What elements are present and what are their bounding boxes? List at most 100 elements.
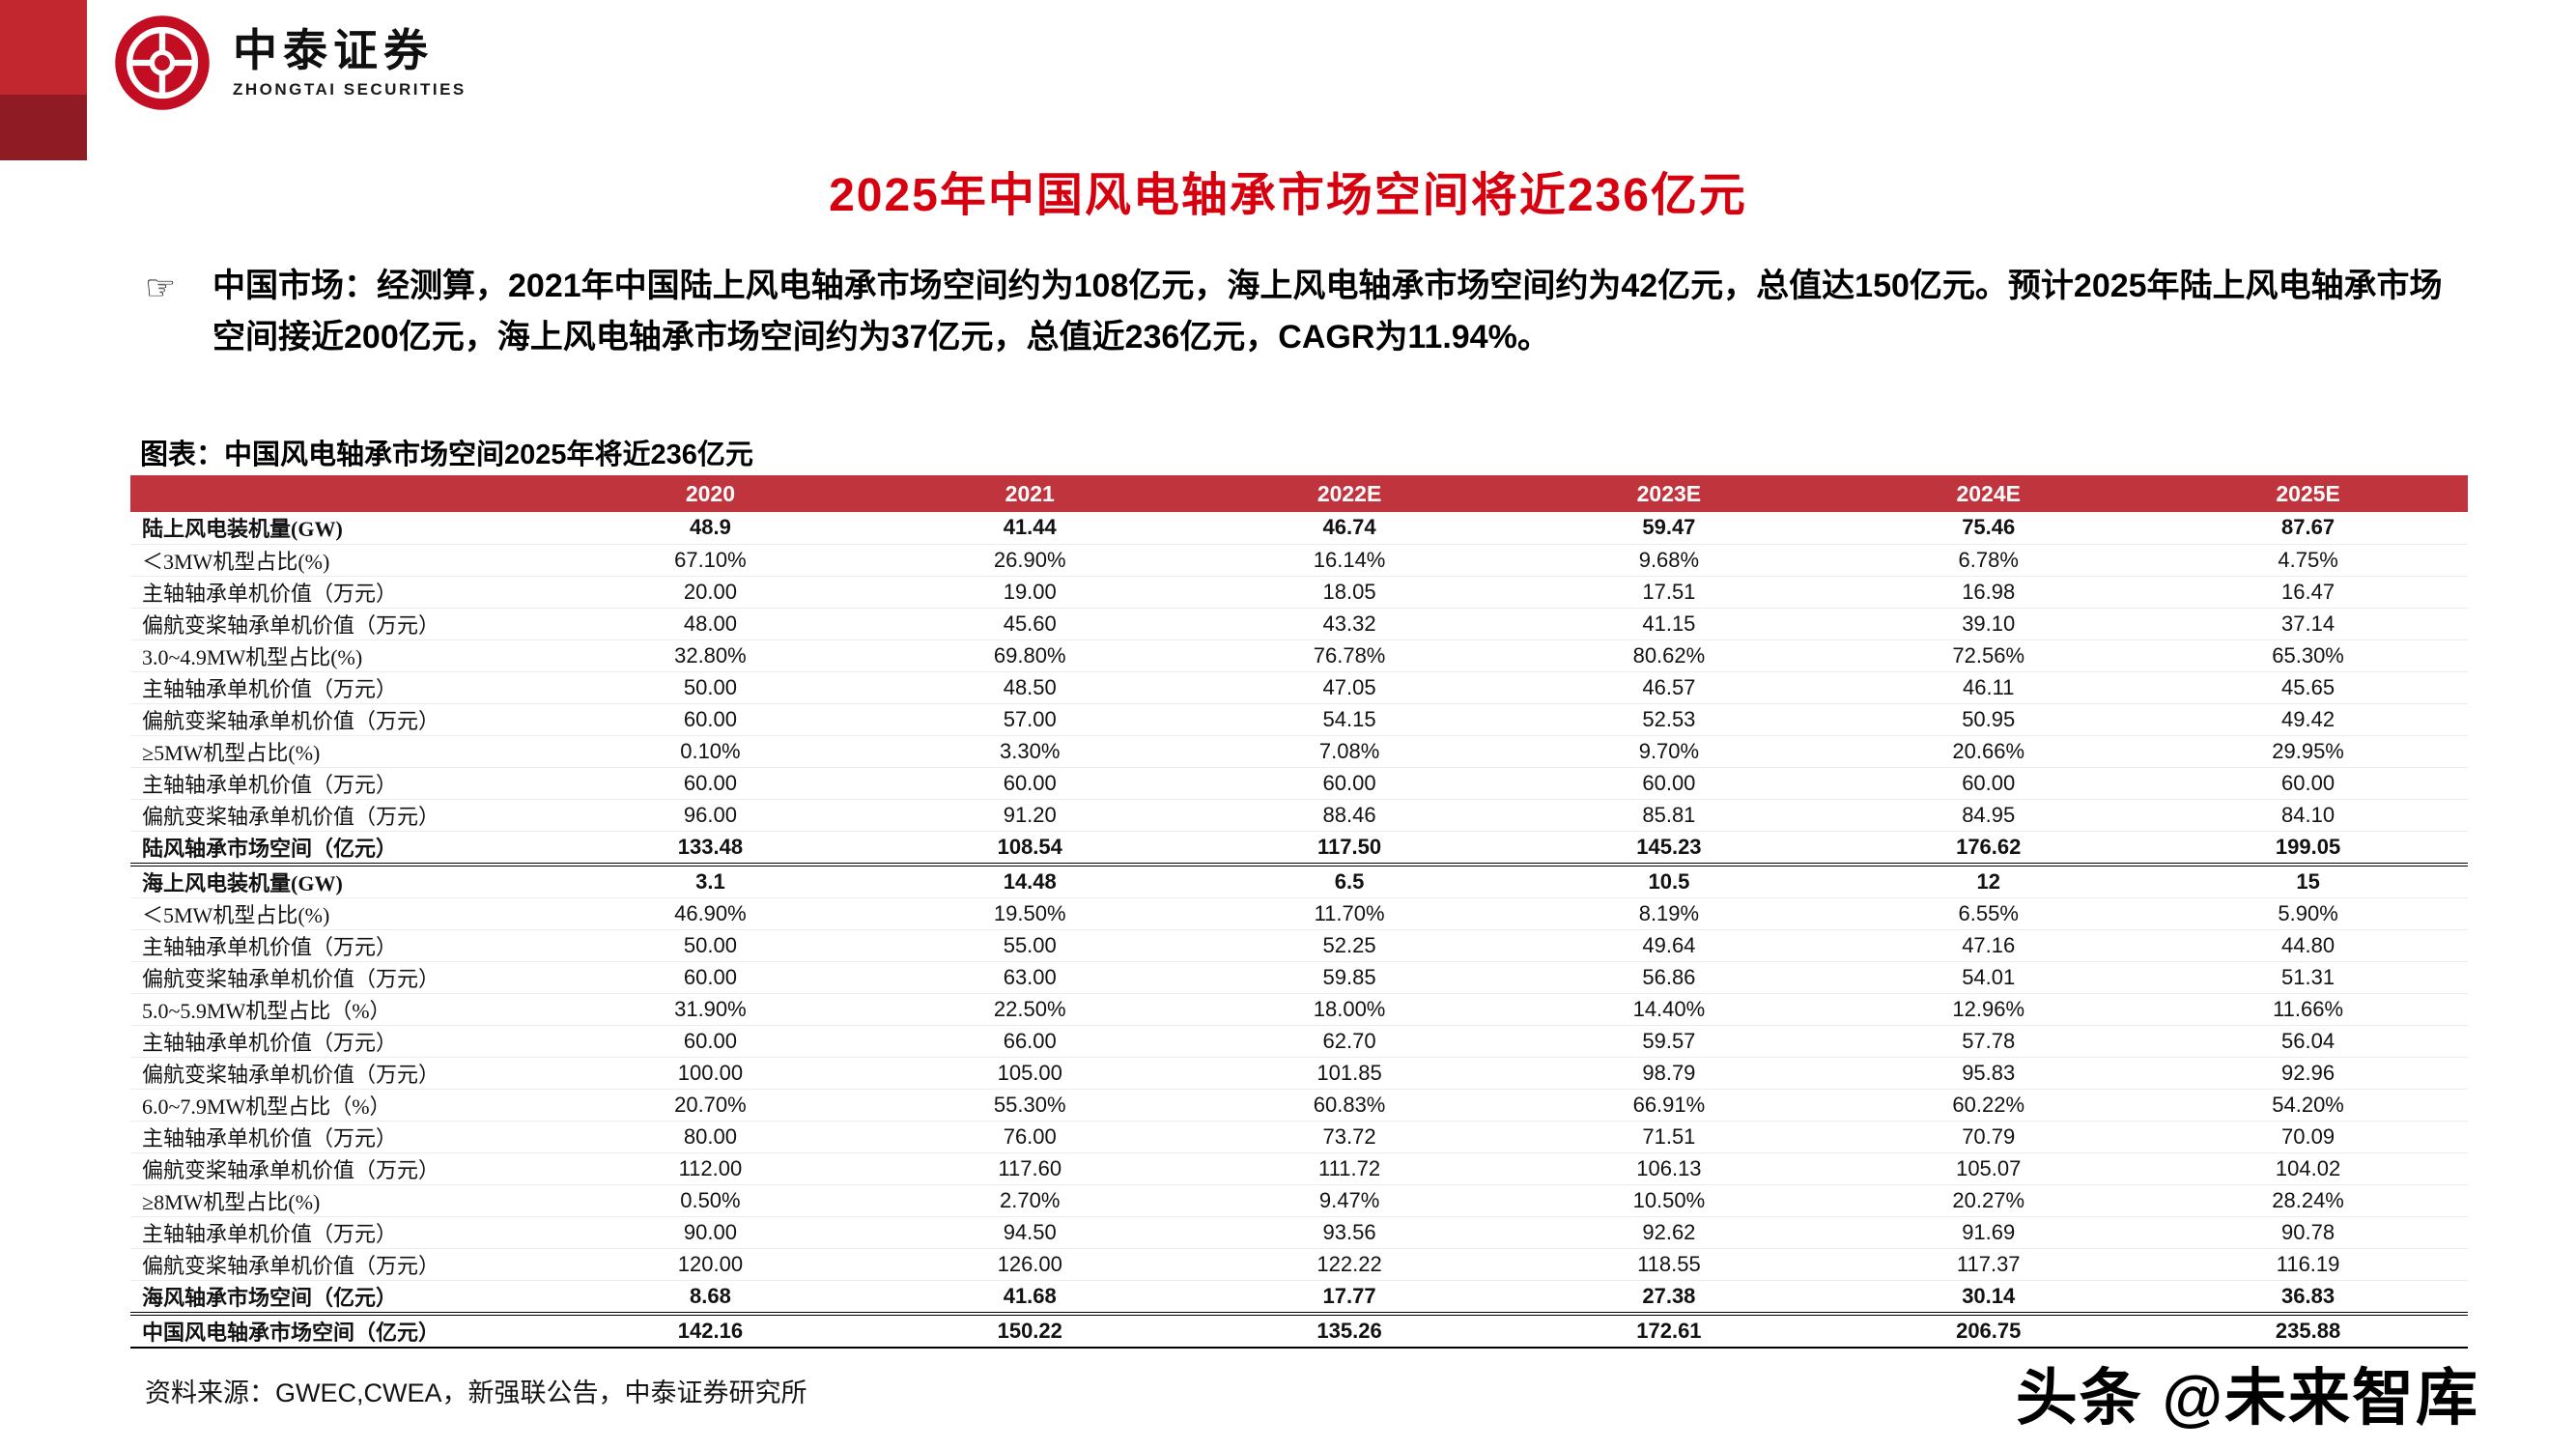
cell-value: 11.66% bbox=[2148, 993, 2468, 1026]
cell-value: 19.50% bbox=[869, 897, 1190, 930]
table-row: 偏航变桨轴承单机价值（万元） 112.00 117.60 111.72 106.13 10… bbox=[130, 1152, 2468, 1185]
cell-value: 57.00 bbox=[869, 703, 1190, 736]
year-column-header: 2025E bbox=[2148, 475, 2468, 512]
row-label: 海风轴承市场空间（亿元） bbox=[130, 1280, 551, 1316]
cell-value: 8.19% bbox=[1509, 897, 1829, 930]
row-label: 偏航变桨轴承单机价值（万元） bbox=[130, 1057, 551, 1090]
cell-value: 75.46 bbox=[1828, 512, 2149, 545]
cell-value: 76.00 bbox=[869, 1121, 1190, 1153]
cell-value: 71.51 bbox=[1509, 1121, 1829, 1153]
row-label: 偏航变桨轴承单机价值（万元） bbox=[130, 608, 551, 640]
year-column-header: 2023E bbox=[1509, 475, 1829, 512]
cell-value: 117.60 bbox=[869, 1152, 1190, 1185]
cell-value: 52.25 bbox=[1189, 929, 1510, 962]
cell-value: 76.78% bbox=[1189, 639, 1510, 672]
cell-value: 20.70% bbox=[551, 1089, 870, 1122]
cell-value: 41.68 bbox=[869, 1280, 1190, 1316]
row-label: 主轴轴承单机价值（万元） bbox=[130, 671, 551, 704]
cell-value: 104.02 bbox=[2148, 1152, 2468, 1185]
market-table: 2020 2021 2022E 2023E 2024E 2025E 陆上风电装机量(GW)… bbox=[130, 475, 2468, 1349]
cell-value: 56.86 bbox=[1509, 961, 1829, 994]
summary-body: 经测算，2021年中国陆上风电轴承市场空间约为108亿元，海上风电轴承市场空间约… bbox=[212, 268, 2443, 355]
cell-value: 122.22 bbox=[1189, 1248, 1510, 1281]
table-row: 5.0~5.9MW机型占比（%） 31.90% 22.50% 18.00% 14.40%… bbox=[130, 993, 2468, 1026]
cell-value: 41.44 bbox=[869, 512, 1190, 545]
cell-value: 101.85 bbox=[1189, 1057, 1510, 1090]
cell-value: 66.91% bbox=[1509, 1089, 1829, 1122]
brand-name-en: ZHONGTAI SECURITIES bbox=[233, 80, 467, 99]
cell-value: 172.61 bbox=[1509, 1313, 1829, 1349]
year-column-header: 2022E bbox=[1189, 475, 1510, 512]
cell-value: 43.32 bbox=[1189, 608, 1510, 640]
table-row: 主轴轴承单机价值（万元） 50.00 48.50 47.05 46.57 46.11 45.… bbox=[130, 671, 2468, 704]
cell-value: 199.05 bbox=[2148, 831, 2468, 867]
cell-value: 47.16 bbox=[1828, 929, 2149, 962]
table-row: 偏航变桨轴承单机价值（万元） 100.00 105.00 101.85 98.79 95.… bbox=[130, 1057, 2468, 1090]
year-column-header: 2021 bbox=[869, 475, 1190, 512]
source-note: 资料来源：GWEC,CWEA，新强联公告，中泰证券研究所 bbox=[145, 1378, 807, 1407]
cell-value: 80.00 bbox=[551, 1121, 870, 1153]
table-row: 主轴轴承单机价值（万元） 60.00 60.00 60.00 60.00 60.00 60.… bbox=[130, 767, 2468, 800]
cell-value: 176.62 bbox=[1828, 831, 2149, 867]
cell-value: 36.83 bbox=[2148, 1280, 2468, 1316]
row-label: 3.0~4.9MW机型占比(%) bbox=[130, 639, 551, 672]
cell-value: 46.11 bbox=[1828, 671, 2149, 704]
table-row: 陆风轴承市场空间（亿元） 133.48 108.54 117.50 145.23 176.… bbox=[130, 831, 2468, 867]
cell-value: 51.31 bbox=[2148, 961, 2468, 994]
cell-value: 0.50% bbox=[551, 1184, 870, 1217]
cell-value: 117.37 bbox=[1828, 1248, 2149, 1281]
cell-value: 235.88 bbox=[2148, 1313, 2468, 1349]
row-label: 海上风电装机量(GW) bbox=[130, 864, 551, 898]
watermark: 头条 @未来智库 bbox=[2015, 1363, 2479, 1433]
cell-value: 50.95 bbox=[1828, 703, 2149, 736]
cell-value: 72.56% bbox=[1828, 639, 2149, 672]
cell-value: 49.42 bbox=[2148, 703, 2468, 736]
cell-value: 135.26 bbox=[1189, 1313, 1510, 1349]
cell-value: 26.90% bbox=[869, 544, 1190, 577]
cell-value: 60.00 bbox=[1509, 767, 1829, 800]
cell-value: 118.55 bbox=[1509, 1248, 1829, 1281]
cell-value: 63.00 bbox=[869, 961, 1190, 994]
cell-value: 3.30% bbox=[869, 735, 1190, 768]
cell-value: 6.55% bbox=[1828, 897, 2149, 930]
pointing-hand-icon: ☞ bbox=[145, 268, 177, 307]
cell-value: 46.57 bbox=[1509, 671, 1829, 704]
brand-name-cn: 中泰证券 bbox=[233, 24, 434, 75]
cell-value: 55.30% bbox=[869, 1089, 1190, 1122]
cell-value: 0.10% bbox=[551, 735, 870, 768]
cell-value: 20.00 bbox=[551, 576, 870, 609]
cell-value: 29.95% bbox=[2148, 735, 2468, 768]
cell-value: 46.74 bbox=[1189, 512, 1510, 545]
cell-value: 2.70% bbox=[869, 1184, 1190, 1217]
cell-value: 84.10 bbox=[2148, 799, 2468, 832]
cell-value: 18.00% bbox=[1189, 993, 1510, 1026]
cell-value: 20.27% bbox=[1828, 1184, 2149, 1217]
cell-value: 133.48 bbox=[551, 831, 870, 867]
row-label: ＜3MW机型占比(%) bbox=[130, 544, 551, 577]
cell-value: 120.00 bbox=[551, 1248, 870, 1281]
cell-value: 90.00 bbox=[551, 1216, 870, 1249]
cell-value: 70.09 bbox=[2148, 1121, 2468, 1153]
row-label-column-header bbox=[130, 475, 551, 512]
row-label: 6.0~7.9MW机型占比（%） bbox=[130, 1089, 551, 1122]
cell-value: 59.57 bbox=[1509, 1025, 1829, 1058]
cell-value: 9.70% bbox=[1509, 735, 1829, 768]
row-label: ＜5MW机型占比(%) bbox=[130, 897, 551, 930]
cell-value: 16.47 bbox=[2148, 576, 2468, 609]
row-label: 陆风轴承市场空间（亿元） bbox=[130, 831, 551, 867]
cell-value: 92.96 bbox=[2148, 1057, 2468, 1090]
cell-value: 108.54 bbox=[869, 831, 1190, 867]
cell-value: 111.72 bbox=[1189, 1152, 1510, 1185]
cell-value: 30.14 bbox=[1828, 1280, 2149, 1316]
cell-value: 14.48 bbox=[869, 864, 1190, 898]
cell-value: 126.00 bbox=[869, 1248, 1190, 1281]
table-row: 陆上风电装机量(GW) 48.9 41.44 46.74 59.47 75.46 87.67 bbox=[130, 512, 2468, 545]
cell-value: 4.75% bbox=[2148, 544, 2468, 577]
row-label: 中国风电轴承市场空间（亿元） bbox=[130, 1313, 551, 1349]
cell-value: 60.22% bbox=[1828, 1089, 2149, 1122]
cell-value: 92.62 bbox=[1509, 1216, 1829, 1249]
cell-value: 17.51 bbox=[1509, 576, 1829, 609]
cell-value: 54.20% bbox=[2148, 1089, 2468, 1122]
table-row: 主轴轴承单机价值（万元） 20.00 19.00 18.05 17.51 16.98 16.… bbox=[130, 576, 2468, 609]
cell-value: 59.85 bbox=[1189, 961, 1510, 994]
